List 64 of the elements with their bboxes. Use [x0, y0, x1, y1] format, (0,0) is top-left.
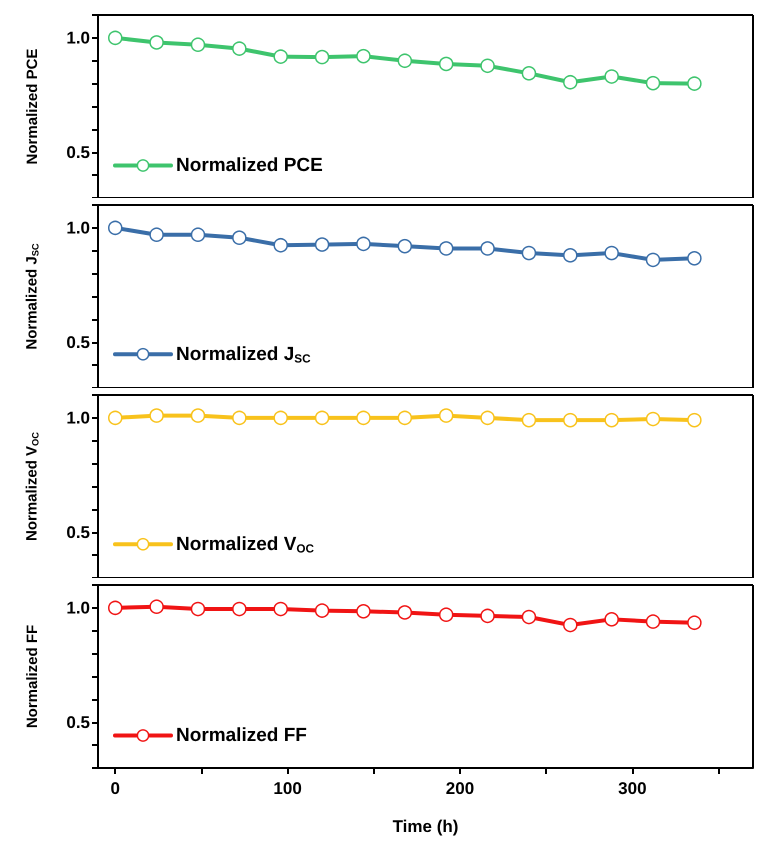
y-tick-label: 1.0 [66, 408, 90, 428]
point [190, 227, 206, 242]
point [232, 230, 247, 245]
y-axis-title: Normalized JSC [23, 243, 40, 350]
y-tick-label: 1.0 [66, 28, 90, 48]
point [232, 41, 247, 56]
x-tick-label: 100 [273, 779, 302, 798]
legend-label: Normalized PCE [176, 155, 323, 176]
point [108, 220, 122, 236]
point [563, 618, 578, 632]
point [438, 607, 454, 622]
point [480, 58, 495, 74]
y-tick-label: 0.5 [66, 712, 90, 732]
point [646, 614, 660, 629]
x-tick-label: 300 [618, 779, 647, 798]
y-tick-label: 1.0 [66, 598, 90, 618]
point [232, 602, 247, 616]
point [356, 48, 371, 64]
point [149, 227, 164, 242]
point [522, 610, 536, 624]
legend-label: Normalized FF [176, 725, 307, 746]
point [190, 37, 206, 52]
y-axis-title: Normalized PCE [24, 48, 41, 164]
point [108, 30, 122, 46]
y-axis-title: Normalized FF [24, 624, 41, 728]
y-tick-label: 0.5 [66, 522, 90, 542]
point [604, 246, 619, 260]
point [522, 246, 536, 260]
y-axis-title: Normalized VOC [23, 432, 40, 541]
point [687, 251, 702, 266]
x-tick-label: 0 [110, 779, 120, 798]
y-tick-label: 0.5 [66, 332, 90, 352]
point [398, 54, 412, 68]
point [108, 600, 122, 616]
x-tick-label: 200 [446, 779, 474, 798]
point [273, 238, 288, 253]
x-axis-title: Time (h) [392, 817, 458, 836]
point [438, 56, 454, 72]
point [190, 602, 206, 616]
point [604, 612, 619, 627]
point [314, 237, 330, 252]
point [273, 49, 288, 64]
point [563, 248, 578, 263]
point [149, 35, 164, 50]
point [398, 605, 412, 620]
point [149, 599, 164, 614]
point [687, 615, 702, 630]
point [480, 241, 495, 256]
y-tick-label: 0.5 [66, 142, 90, 162]
y-tick-label: 1.0 [66, 218, 90, 238]
point [314, 603, 330, 618]
point [398, 238, 412, 254]
point [563, 75, 578, 90]
point [356, 604, 371, 619]
point [604, 69, 619, 84]
point [646, 76, 660, 90]
point [646, 252, 660, 268]
point [273, 602, 288, 616]
point [480, 608, 495, 624]
point [314, 50, 330, 64]
point [522, 66, 536, 81]
point [687, 76, 702, 91]
point [356, 236, 371, 252]
point [438, 241, 454, 256]
